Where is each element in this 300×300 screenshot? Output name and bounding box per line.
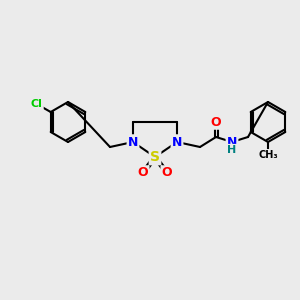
Text: Cl: Cl [31, 99, 43, 109]
Text: N: N [128, 136, 138, 148]
Text: CH₃: CH₃ [258, 150, 278, 160]
Text: O: O [138, 167, 148, 179]
Text: O: O [162, 167, 172, 179]
Text: S: S [150, 150, 160, 164]
Text: O: O [211, 116, 221, 128]
Text: N: N [227, 136, 237, 148]
Text: N: N [172, 136, 182, 148]
Text: H: H [227, 145, 237, 155]
